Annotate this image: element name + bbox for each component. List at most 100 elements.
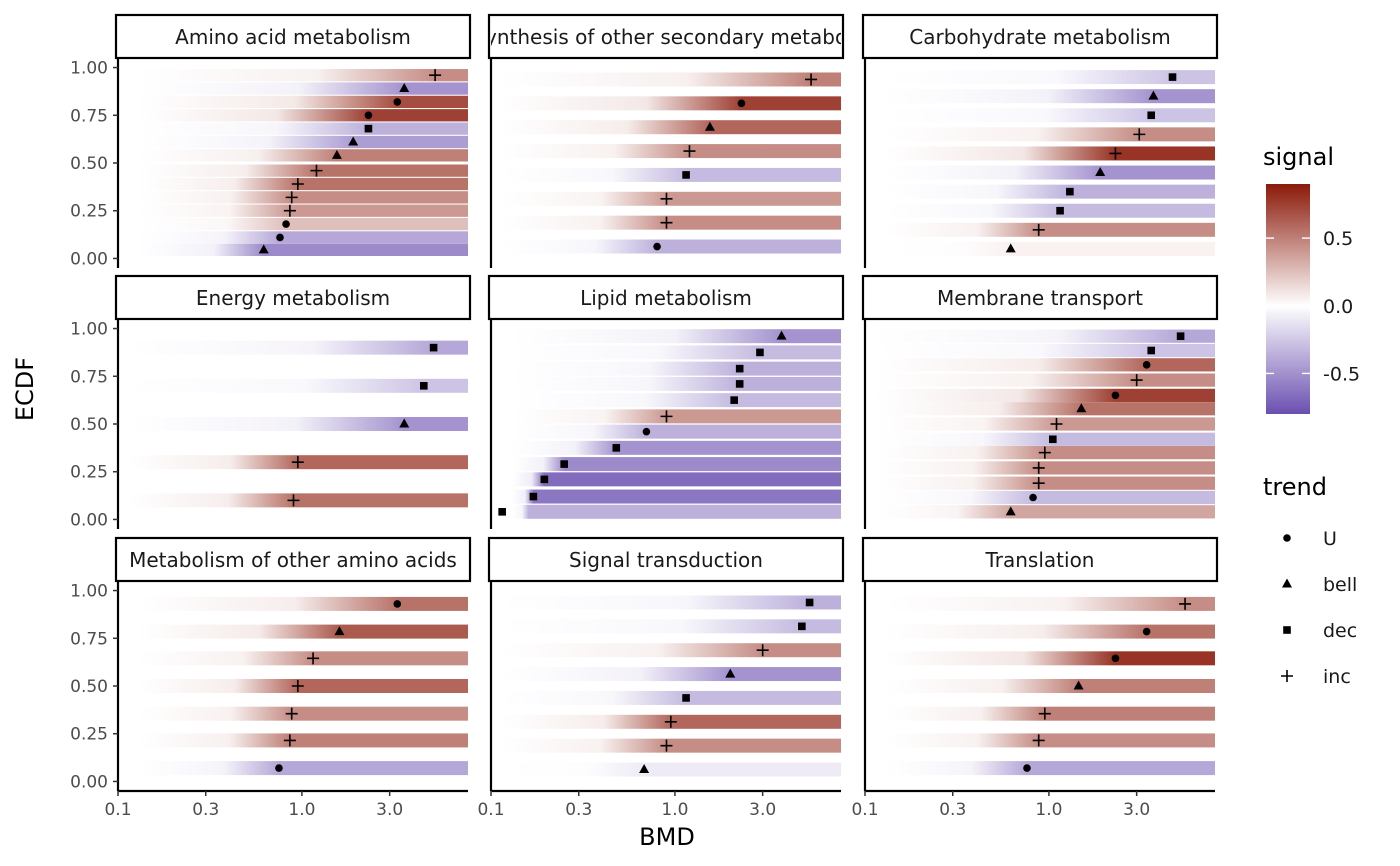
signal-tile-row	[502, 690, 841, 705]
colorbar-tick-label: 0.0	[1323, 296, 1353, 318]
signal-tile-row	[512, 329, 841, 344]
y-tick-label: 1.00	[70, 582, 108, 602]
signal-tile-row	[139, 122, 468, 135]
trend-point-triangle	[725, 668, 736, 678]
x-tick-label: 1.0	[288, 800, 315, 820]
signal-tile-row	[502, 619, 841, 634]
trend-point-square	[730, 396, 738, 404]
trend-point-circle	[1029, 493, 1037, 502]
signal-legend-title: signal	[1263, 143, 1334, 171]
trend-point-circle	[276, 233, 284, 242]
facet-panel: Translation 0.1 0.3 1.0 3.0	[851, 536, 1219, 820]
trend-point-plus	[1032, 477, 1045, 490]
signal-tile-row	[139, 733, 468, 748]
trend-point-square	[735, 364, 744, 373]
trend-point-plus	[1130, 374, 1143, 387]
trend-point-square	[612, 444, 621, 452]
x-tick-label: 3.0	[749, 800, 776, 820]
trend-point-square	[364, 124, 373, 133]
trend-point-triangle	[334, 626, 345, 636]
signal-tile-row	[512, 361, 841, 376]
signal-tile-row	[886, 184, 1215, 199]
trend-point-square	[1056, 206, 1064, 215]
trend-point-circle	[1142, 361, 1151, 369]
trend-point-circle	[737, 99, 746, 108]
trend-point-plus	[291, 456, 304, 469]
signal-tile-row	[502, 144, 841, 159]
trend-point-triangle	[1076, 403, 1087, 413]
trend-point-plus	[291, 178, 304, 190]
trend-point-plus	[307, 652, 320, 665]
signal-tile-row	[139, 135, 468, 149]
facet-panel: Amino acid metabolism 0.00 0.25 0.50 0.75 1.0…	[70, 13, 472, 269]
trend-legend-title: trend	[1263, 473, 1327, 501]
facet-strip	[487, 274, 845, 321]
facet-title: Energy metabolism	[196, 286, 390, 310]
trend-point-plus	[1109, 147, 1122, 160]
trend-point-square	[1049, 435, 1057, 444]
y-tick-label: 0.00	[70, 510, 108, 530]
trend-point-square	[1168, 73, 1177, 81]
trend-point-plus	[660, 216, 673, 229]
signal-tile-row	[139, 651, 468, 666]
trend-point-circle	[393, 600, 402, 608]
x-tick-label: 0.3	[939, 800, 966, 820]
y-tick-label: 1.00	[70, 320, 108, 340]
trend-point-plus	[660, 410, 673, 423]
signal-tile-row	[139, 217, 468, 231]
facet-title: Membrane transport	[937, 286, 1143, 310]
trend-point-plus	[683, 145, 696, 158]
signal-tile-row	[886, 127, 1215, 142]
signal-tile-row	[876, 358, 1215, 372]
facet-strip	[114, 13, 472, 60]
signal-tile-row	[876, 490, 1215, 505]
signal-tile-row	[502, 762, 841, 777]
signal-tile-row	[886, 241, 1215, 256]
facet-panel: Signal transduction 0.1 0.3 1.0 3.0	[477, 536, 845, 820]
y-tick-label: 0.00	[70, 249, 108, 269]
trend-point-plus	[1032, 461, 1045, 474]
y-tick-label: 0.75	[70, 629, 108, 649]
signal-tile-row	[502, 667, 841, 682]
trend-point-square	[756, 348, 764, 357]
trend-point-triangle	[639, 764, 650, 774]
trend-point-plus	[283, 734, 296, 747]
trend-legend-label: bell	[1323, 574, 1357, 596]
y-tick-label: 0.00	[70, 772, 108, 792]
trend-point-plus	[660, 192, 673, 205]
y-tick-label: 0.25	[70, 463, 108, 483]
signal-tile-row	[139, 706, 468, 721]
facet-strip	[114, 536, 472, 583]
signal-tile-row	[886, 165, 1215, 180]
trend-point-triangle	[1073, 680, 1084, 690]
trend-point-circle	[275, 764, 283, 772]
signal-tile-row	[139, 149, 468, 162]
trend-point-circle	[1023, 764, 1031, 772]
y-tick-label: 0.50	[70, 415, 108, 435]
trend-point-square	[1147, 346, 1156, 355]
signal-tile-row	[886, 89, 1215, 104]
trend-point-plus	[291, 680, 304, 692]
y-tick-label: 0.75	[70, 367, 108, 387]
trend-point-square	[1176, 332, 1185, 340]
signal-tile-row	[139, 164, 468, 177]
x-tick-label: 0.3	[192, 800, 219, 820]
x-tick-label: 1.0	[1035, 800, 1062, 820]
x-axis-title: BMD	[639, 823, 695, 851]
trend-point-triangle	[258, 244, 269, 254]
trend-point-square	[540, 475, 549, 484]
facet-strip	[861, 536, 1219, 583]
signal-tile-row	[886, 651, 1215, 666]
trend-point-triangle	[776, 330, 787, 340]
trend-point-plus	[283, 204, 296, 217]
trend-point-triangle	[1005, 243, 1016, 253]
signal-tile-row	[502, 643, 841, 658]
signal-tile-row	[886, 222, 1215, 237]
trend-point-square	[682, 171, 690, 179]
y-tick-label: 0.75	[70, 106, 108, 126]
facet-panel: Membrane transport	[861, 274, 1219, 529]
facet-title: Amino acid metabolism	[175, 25, 411, 49]
signal-tile-row	[129, 417, 468, 431]
